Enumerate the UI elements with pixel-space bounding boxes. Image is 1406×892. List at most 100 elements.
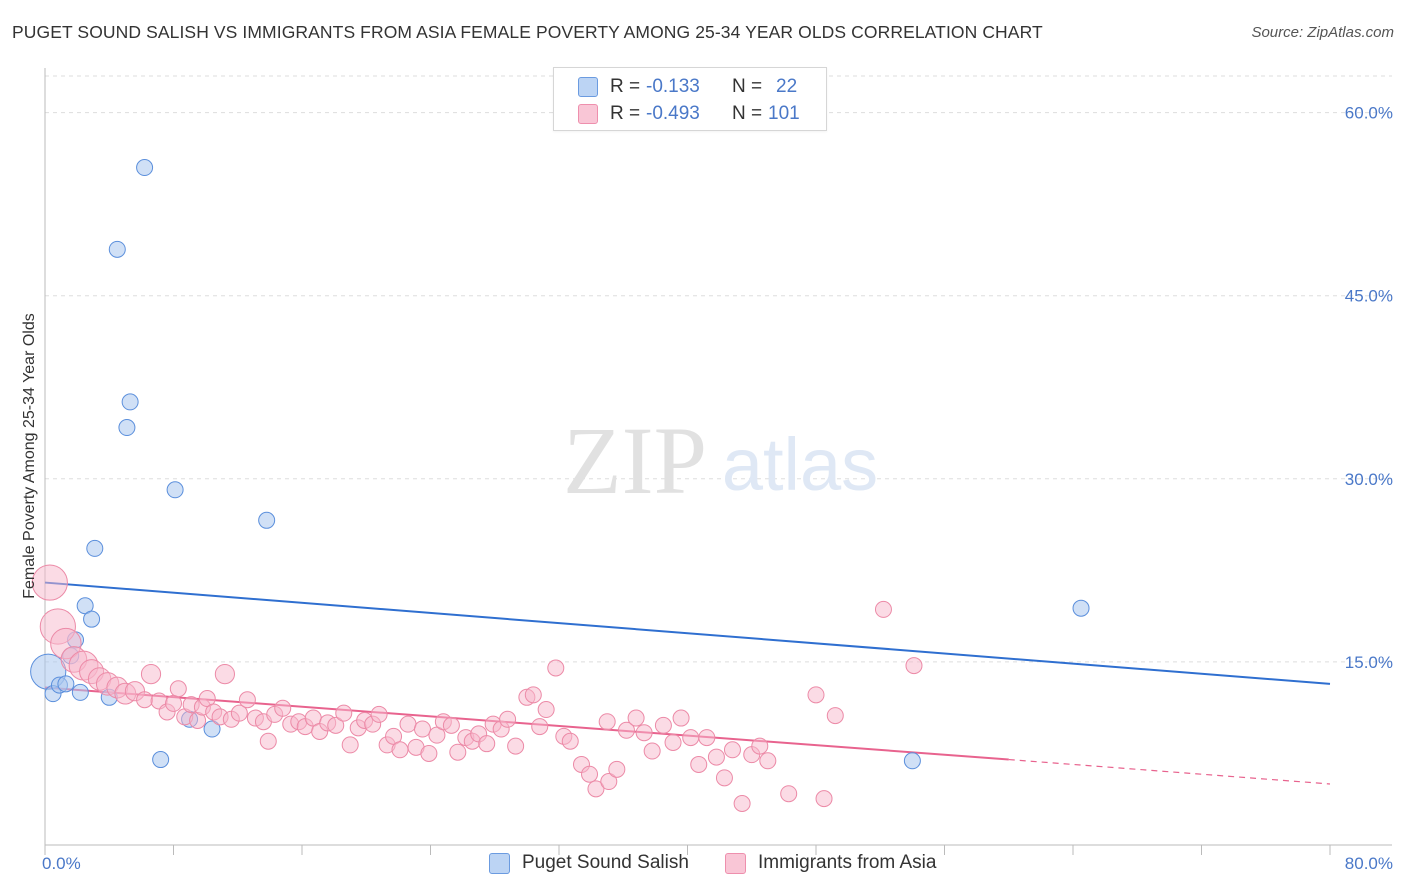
series-label-blue: Puget Sound Salish <box>522 852 689 873</box>
point-immigrants-from-asia <box>274 699 292 717</box>
point-immigrants-from-asia <box>399 715 417 733</box>
point-immigrants-from-asia <box>561 732 579 750</box>
point-puget-sound-salish <box>258 511 276 529</box>
correlation-legend: R = -0.133 N = 22 R = -0.493 N = 101 <box>553 67 827 131</box>
point-immigrants-from-asia <box>524 686 542 704</box>
legend-n-value: 22 <box>776 76 798 97</box>
point-immigrants-from-asia <box>531 718 549 736</box>
point-immigrants-from-asia <box>165 694 182 712</box>
point-immigrants-from-asia <box>413 720 431 738</box>
legend-r-label: R = <box>610 103 641 124</box>
y-tick-label: 15.0% <box>1345 653 1393 672</box>
point-immigrants-from-asia <box>608 760 626 778</box>
point-immigrants-from-asia <box>807 686 825 704</box>
point-immigrants-from-asia <box>335 704 353 722</box>
point-immigrants-from-asia <box>751 737 769 755</box>
point-immigrants-from-asia <box>672 709 690 727</box>
legend-swatch-pink <box>578 104 598 124</box>
y-tick-label: 60.0% <box>1345 104 1393 123</box>
y-tick-label: 45.0% <box>1345 287 1393 306</box>
point-immigrants-from-asia <box>537 701 555 719</box>
legend-r-label: R = <box>610 76 641 97</box>
point-immigrants-from-asia <box>874 600 892 618</box>
point-immigrants-from-asia <box>698 729 716 747</box>
point-immigrants-from-asia <box>682 729 700 747</box>
point-immigrants-from-asia <box>581 765 599 783</box>
chart-title: PUGET SOUND SALISH VS IMMIGRANTS FROM AS… <box>12 22 1043 42</box>
series-swatch-pink <box>725 852 746 874</box>
point-puget-sound-salish <box>152 751 170 769</box>
point-immigrants-from-asia <box>327 716 345 734</box>
point-immigrants-from-asia <box>341 736 359 754</box>
point-immigrants-from-asia <box>31 564 68 601</box>
point-immigrants-from-asia <box>370 705 388 723</box>
trend-line-puget-sound-salish <box>44 581 1331 685</box>
point-puget-sound-salish <box>1072 599 1090 617</box>
point-immigrants-from-asia <box>547 659 565 677</box>
point-puget-sound-salish <box>121 393 139 411</box>
point-immigrants-from-asia <box>654 716 672 734</box>
point-immigrants-from-asia <box>759 752 777 770</box>
point-immigrants-from-asia <box>627 709 645 727</box>
legend-n-label: N = <box>732 103 763 124</box>
point-puget-sound-salish <box>118 419 136 437</box>
tick-labels: 15.0% 30.0% 45.0% 60.0% 0.0% 80.0% <box>42 104 1393 873</box>
point-immigrants-from-asia <box>826 707 844 725</box>
point-immigrants-from-asia <box>136 691 154 709</box>
y-tick-label: 30.0% <box>1345 470 1393 489</box>
trend-line-extension <box>1008 758 1331 785</box>
series-swatch-blue <box>489 852 510 874</box>
point-immigrants-from-asia <box>643 742 661 760</box>
watermark-atlas: atlas <box>722 423 878 506</box>
point-immigrants-from-asia <box>598 713 616 731</box>
watermark-zip: ZIP <box>563 407 707 514</box>
axes <box>44 68 1392 855</box>
point-immigrants-from-asia <box>238 691 256 709</box>
point-puget-sound-salish <box>136 159 154 177</box>
point-puget-sound-salish <box>57 675 75 693</box>
legend-n-label: N = <box>732 76 763 97</box>
x-tick-label-min: 0.0% <box>42 854 81 873</box>
legend-swatch-blue <box>578 77 598 97</box>
point-immigrants-from-asia <box>635 724 653 742</box>
trend-lines <box>44 581 1331 785</box>
legend-r-value: -0.133 <box>646 76 700 97</box>
data-points <box>30 159 1090 812</box>
point-immigrants-from-asia <box>815 790 833 808</box>
point-immigrants-from-asia <box>391 741 409 759</box>
point-immigrants-from-asia <box>780 785 798 803</box>
point-immigrants-from-asia <box>617 721 635 739</box>
point-immigrants-from-asia <box>715 769 733 787</box>
point-puget-sound-salish <box>903 752 921 770</box>
point-immigrants-from-asia <box>733 794 751 812</box>
point-immigrants-from-asia <box>214 664 235 685</box>
legend-r-value: -0.493 <box>646 103 700 124</box>
point-puget-sound-salish <box>108 240 126 258</box>
point-immigrants-from-asia <box>230 704 248 722</box>
point-immigrants-from-asia <box>499 710 517 728</box>
point-puget-sound-salish <box>203 720 221 738</box>
point-immigrants-from-asia <box>420 744 438 762</box>
series-legend-pink: Immigrants from Asia <box>725 851 936 875</box>
x-tick-label-max: 80.0% <box>1345 854 1393 873</box>
grid-lines <box>45 75 1392 663</box>
point-immigrants-from-asia <box>140 664 162 685</box>
point-immigrants-from-asia <box>259 732 277 750</box>
watermark: ZIP atlas <box>563 407 878 514</box>
point-puget-sound-salish <box>83 610 101 628</box>
source-label: Source: ZipAtlas.com <box>1251 24 1394 41</box>
series-label-pink: Immigrants from Asia <box>758 852 937 873</box>
series-legend-blue: Puget Sound Salish <box>489 851 689 875</box>
legend-n-value: 101 <box>768 103 800 124</box>
point-immigrants-from-asia <box>507 737 525 755</box>
point-puget-sound-salish <box>166 481 184 499</box>
point-immigrants-from-asia <box>723 741 741 759</box>
point-puget-sound-salish <box>86 539 104 557</box>
point-immigrants-from-asia <box>905 657 923 675</box>
point-puget-sound-salish <box>71 683 89 701</box>
point-immigrants-from-asia <box>664 733 682 751</box>
point-immigrants-from-asia <box>449 743 467 761</box>
point-immigrants-from-asia <box>478 735 496 753</box>
point-immigrants-from-asia <box>707 748 725 766</box>
